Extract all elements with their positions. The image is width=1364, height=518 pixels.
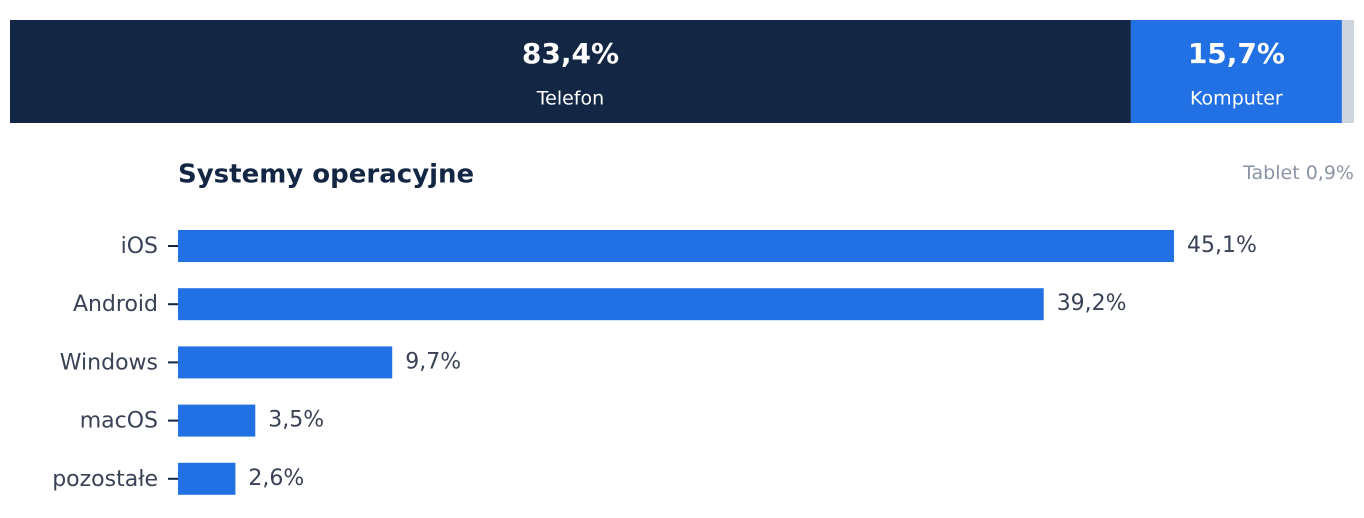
- segment-value-label: 15,7%: [1188, 37, 1285, 70]
- bar: [178, 462, 236, 495]
- bar: [178, 346, 393, 379]
- segment-outside-label: Tablet 0,9%: [1242, 162, 1354, 184]
- segment: [1130, 20, 1342, 123]
- value-label: 2,6%: [248, 466, 304, 491]
- segment: [10, 20, 1131, 123]
- bar: [178, 288, 1044, 321]
- category-label: iOS: [121, 234, 158, 259]
- category-label: pozostałe: [52, 467, 158, 492]
- category-label: Android: [73, 292, 158, 317]
- chart-title: Systemy operacyjne: [178, 160, 474, 190]
- category-label: Windows: [60, 350, 158, 375]
- segment-value-label: 0,9%: [1306, 162, 1354, 184]
- value-label: 3,5%: [268, 408, 324, 433]
- segment-label: Komputer: [1190, 88, 1283, 110]
- segment: [1341, 20, 1354, 123]
- category-label: macOS: [80, 409, 158, 434]
- bar: [178, 230, 1174, 262]
- segment-label: Telefon: [536, 88, 604, 110]
- value-label: 45,1%: [1187, 233, 1257, 258]
- segment-value-label: 83,4%: [522, 37, 619, 70]
- value-label: 9,7%: [405, 349, 461, 374]
- value-label: 39,2%: [1057, 291, 1127, 316]
- bar: [178, 404, 256, 437]
- segment-label: Tablet: [1242, 162, 1300, 184]
